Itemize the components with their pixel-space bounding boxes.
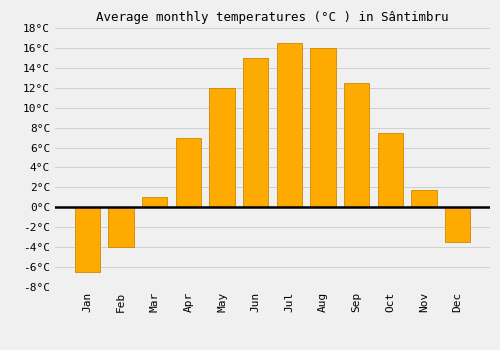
Bar	[176, 138, 201, 207]
Bar	[210, 88, 234, 207]
Title: Average monthly temperatures (°C ) in Sântimbru: Average monthly temperatures (°C ) in Sâ…	[96, 11, 449, 24]
Bar	[276, 43, 302, 207]
Bar	[310, 48, 336, 207]
Bar	[108, 207, 134, 247]
Bar	[412, 190, 436, 207]
Bar	[142, 197, 168, 207]
Bar	[378, 133, 403, 207]
Bar	[243, 58, 268, 207]
Bar	[344, 83, 370, 207]
Bar	[75, 207, 100, 272]
Bar	[445, 207, 470, 242]
